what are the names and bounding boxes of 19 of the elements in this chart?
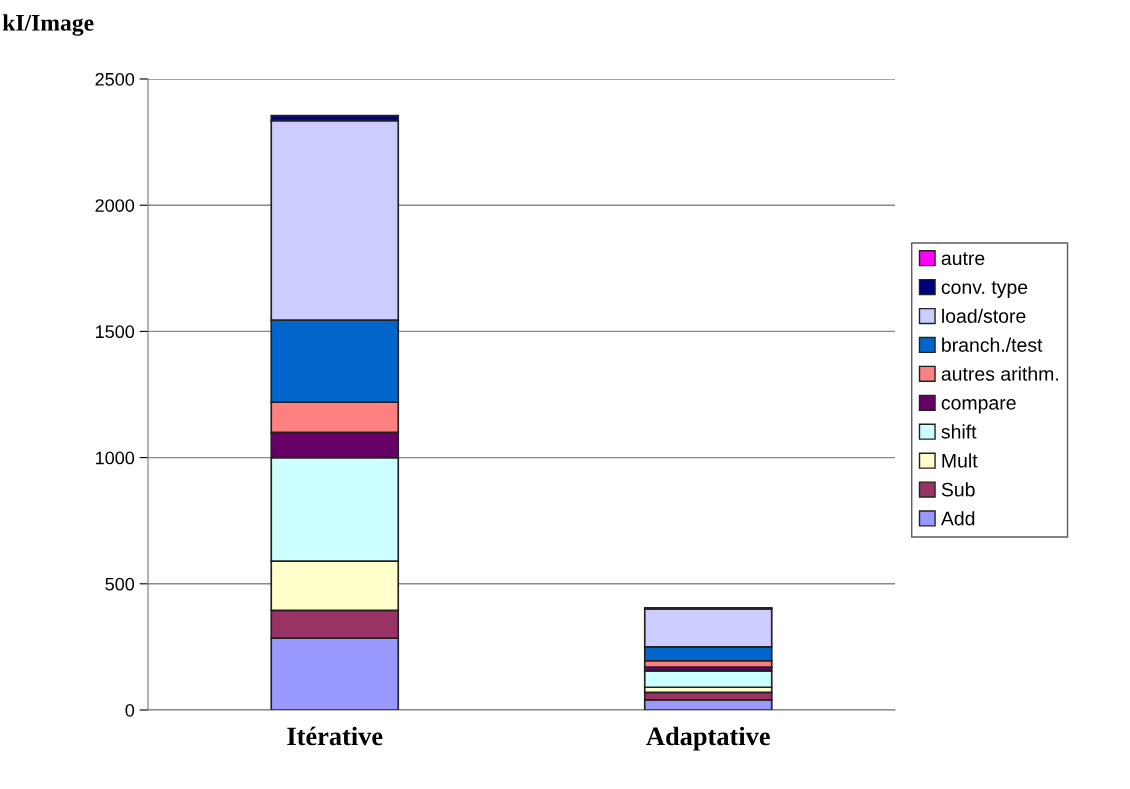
y-tick-label: 500 — [105, 577, 135, 591]
legend-label: Sub — [941, 482, 975, 497]
legend-label: conv. type — [941, 281, 1028, 298]
y-tick-label: 0 — [125, 703, 135, 717]
y-tick-label: 2500 — [95, 72, 135, 86]
x-tick-label: Itérative — [287, 726, 383, 746]
legend-label: compare — [941, 399, 1016, 414]
y-axis-title: kI/Image — [2, 14, 94, 36]
legend-label: Add — [940, 511, 975, 526]
y-tick-label: 2000 — [95, 199, 135, 212]
y-tick-label: 1000 — [96, 451, 135, 465]
legend-label: Mult — [942, 453, 978, 468]
legend-label: autre — [941, 252, 985, 266]
legend-label: shift — [941, 424, 977, 439]
y-tick-label: 1500 — [96, 325, 135, 339]
legend-label: load/store — [942, 308, 1026, 323]
x-tick-label: Adaptative — [646, 726, 770, 751]
legend-label: branch./test — [942, 337, 1043, 352]
legend-label: autres arithm. — [941, 366, 1058, 381]
